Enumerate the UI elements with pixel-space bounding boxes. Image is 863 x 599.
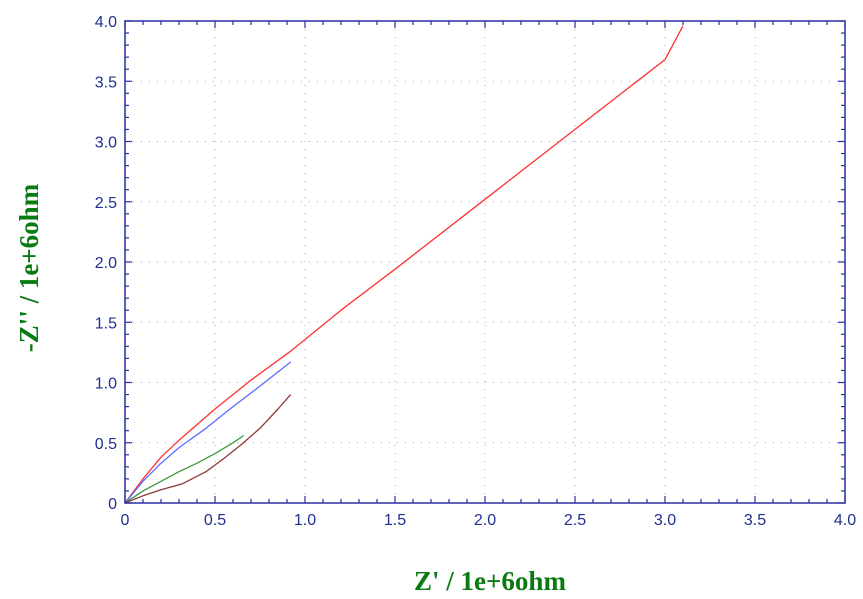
y-tick-label: 3.0 (95, 135, 117, 152)
x-tick-label: 3.5 (744, 512, 766, 529)
y-tick-label: 2.0 (95, 255, 117, 272)
series-line-1 (124, 25, 684, 504)
y-tick-label: 1.0 (95, 376, 117, 393)
x-tick-label: 3.0 (654, 512, 676, 529)
axis-ticks (124, 20, 846, 504)
series-line-3 (124, 434, 245, 504)
y-tick-label: 0 (108, 496, 117, 513)
x-tick-label: 2.5 (564, 512, 586, 529)
y-axis-title: -Z'' / 1e+6ohm (14, 183, 44, 352)
x-axis-title: Z' / 1e+6ohm (414, 566, 566, 596)
y-tick-label: 3.5 (95, 74, 117, 91)
x-tick-label: 2.0 (474, 512, 496, 529)
series-lines (124, 25, 684, 504)
series-line-2 (124, 361, 292, 504)
grid (125, 21, 845, 503)
x-tick-label: 1.5 (384, 512, 406, 529)
y-tick-label: 4.0 (95, 14, 117, 31)
x-tick-label: 0 (121, 512, 130, 529)
x-tick-label: 0.5 (204, 512, 226, 529)
x-tick-label: 1.0 (294, 512, 316, 529)
tick-labels: 0 0.5 1.0 1.5 2.0 2.5 3.0 3.5 4.0 0 0.5 1.0 1.5 2.0 2.… (95, 14, 856, 529)
x-tick-label: 4.0 (834, 512, 856, 529)
y-tick-label: 2.5 (95, 195, 117, 212)
y-tick-label: 0.5 (95, 436, 117, 453)
y-tick-label: 1.5 (95, 315, 117, 332)
series-line-4 (124, 394, 292, 504)
